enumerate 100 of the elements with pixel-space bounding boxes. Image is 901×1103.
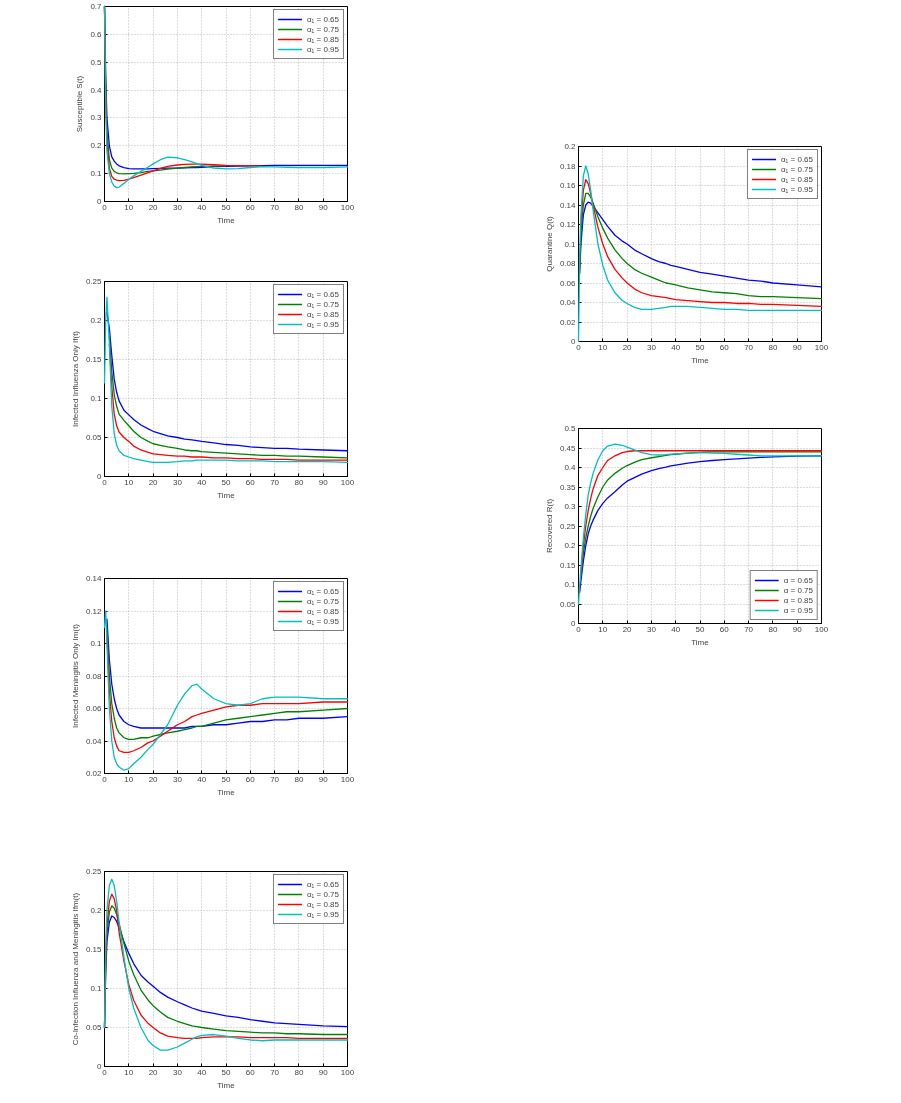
x-tick-label: 70 bbox=[270, 774, 280, 784]
legend-label: α₁ = 0.65 bbox=[780, 154, 813, 164]
x-tick-label: 50 bbox=[695, 342, 705, 352]
legend-label: α = 0.95 bbox=[783, 605, 813, 615]
x-tick-label: 40 bbox=[197, 1067, 207, 1077]
legend-label: α₁ = 0.75 bbox=[306, 596, 339, 606]
x-tick-label: 100 bbox=[340, 477, 355, 487]
y-tick-label: 0.05 bbox=[85, 1023, 103, 1032]
x-tick-label: 90 bbox=[792, 342, 803, 352]
legend-label: α₁ = 0.65 bbox=[306, 14, 339, 24]
x-tick-label: 40 bbox=[197, 774, 207, 784]
y-tick-label: 0.06 bbox=[85, 704, 103, 713]
x-tick-label: 60 bbox=[245, 774, 256, 784]
y-tick-label: 0.16 bbox=[559, 181, 577, 190]
x-tick-label: 30 bbox=[172, 1067, 183, 1077]
y-tick-label: 0.06 bbox=[559, 278, 577, 288]
x-tick-label: 10 bbox=[124, 1067, 134, 1077]
legend-label: α₁ = 0.95 bbox=[306, 909, 339, 919]
legend-label: α₁ = 0.75 bbox=[306, 299, 339, 309]
x-tick-label: 90 bbox=[318, 477, 329, 487]
x-tick-label: 60 bbox=[719, 624, 730, 634]
x-tick-label: 60 bbox=[245, 477, 256, 487]
y-tick-label: 0.1 bbox=[90, 394, 103, 403]
line-series bbox=[106, 626, 349, 741]
x-tick-label: 40 bbox=[197, 477, 207, 487]
x-axis-title: Time bbox=[217, 787, 236, 797]
y-tick-label: 0.35 bbox=[559, 482, 577, 492]
x-tick-label: 10 bbox=[598, 624, 608, 634]
legend-label: α₁ = 0.95 bbox=[306, 616, 339, 626]
x-tick-label: 80 bbox=[294, 202, 304, 212]
y-tick-label: 0.5 bbox=[90, 57, 103, 67]
x-axis-title: Time bbox=[217, 1080, 236, 1090]
line-series bbox=[580, 179, 823, 308]
y-tick-label: 0.6 bbox=[90, 29, 103, 39]
y-tick-label: 0.2 bbox=[564, 142, 577, 151]
line-series bbox=[103, 878, 349, 1051]
y-tick-label: 0.14 bbox=[559, 200, 577, 210]
x-tick-label: 50 bbox=[221, 477, 231, 487]
y-tick-label: 0.45 bbox=[559, 443, 577, 453]
x-tick-label: 80 bbox=[294, 477, 304, 487]
x-tick-label: 100 bbox=[814, 624, 829, 634]
y-tick-label: 0.15 bbox=[559, 560, 577, 570]
y-tick-label: 0.3 bbox=[564, 502, 577, 511]
x-tick-label: 100 bbox=[340, 1067, 355, 1077]
legend-label: α₁ = 0.85 bbox=[306, 899, 339, 909]
legend-label: α₁ = 0.75 bbox=[306, 889, 339, 899]
y-tick-label: 0.7 bbox=[90, 2, 103, 11]
y-tick-label: 0.2 bbox=[90, 316, 103, 325]
x-tick-label: 90 bbox=[318, 202, 329, 212]
y-tick-label: 0.3 bbox=[90, 113, 103, 123]
x-tick-label: 50 bbox=[221, 774, 231, 784]
legend-label: α₁ = 0.75 bbox=[306, 24, 339, 34]
y-tick-label: 0.4 bbox=[90, 85, 103, 95]
x-axis-title: Time bbox=[217, 490, 236, 500]
y-tick-label: 0.2 bbox=[90, 906, 103, 915]
y-tick-label: 0.02 bbox=[85, 769, 103, 778]
legend-label: α = 0.65 bbox=[783, 575, 813, 585]
y-tick-label: 0.15 bbox=[85, 355, 103, 364]
x-tick-label: 50 bbox=[695, 624, 705, 634]
y-tick-label: 0.05 bbox=[559, 599, 577, 609]
line-series bbox=[106, 634, 349, 754]
x-tick-label: 100 bbox=[340, 202, 355, 212]
x-tick-label: 20 bbox=[148, 202, 159, 212]
y-tick-label: 0.12 bbox=[85, 606, 103, 616]
legend-label: α₁ = 0.85 bbox=[306, 309, 339, 319]
x-tick-label: 10 bbox=[598, 342, 608, 352]
legend-label: α₁ = 0.85 bbox=[780, 174, 813, 184]
x-tick-label: 30 bbox=[646, 342, 657, 352]
line-series bbox=[103, 296, 349, 464]
y-tick-label: 0.12 bbox=[559, 220, 577, 229]
x-tick-label: 80 bbox=[768, 624, 778, 634]
x-tick-label: 10 bbox=[124, 774, 134, 784]
y-tick-label: 0.1 bbox=[90, 169, 103, 179]
x-tick-label: 50 bbox=[221, 1067, 231, 1077]
x-tick-label: 10 bbox=[124, 477, 134, 487]
y-tick-label: 0.05 bbox=[85, 433, 103, 442]
y-tick-label: 0.08 bbox=[85, 671, 103, 681]
y-tick-label: 0.1 bbox=[564, 239, 577, 249]
y-tick-label: 0.2 bbox=[564, 541, 577, 550]
legend-label: α₁ = 0.65 bbox=[306, 879, 339, 889]
x-tick-label: 60 bbox=[245, 1067, 256, 1077]
legend-label: α₁ = 0.95 bbox=[306, 319, 339, 329]
x-tick-label: 30 bbox=[172, 477, 183, 487]
x-axis-title: Time bbox=[691, 355, 710, 365]
x-tick-label: 80 bbox=[294, 774, 304, 784]
line-series bbox=[579, 192, 823, 300]
legend-label: α₁ = 0.75 bbox=[780, 164, 813, 174]
y-tick-label: 0.15 bbox=[85, 945, 103, 954]
y-axis-title: Quarantine Q(t) bbox=[544, 215, 554, 272]
y-tick-label: 0.1 bbox=[90, 639, 103, 648]
x-tick-label: 30 bbox=[172, 202, 183, 212]
y-tick-label: 0.04 bbox=[85, 736, 103, 746]
legend-label: α = 0.85 bbox=[783, 595, 813, 605]
x-tick-label: 60 bbox=[719, 342, 730, 352]
y-tick-label: 0.25 bbox=[85, 277, 103, 286]
legend-label: α₁ = 0.95 bbox=[780, 184, 813, 194]
x-tick-label: 70 bbox=[270, 477, 280, 487]
y-axis-title: Recovered R(t) bbox=[544, 498, 554, 554]
y-tick-label: 0.08 bbox=[559, 259, 577, 268]
x-tick-label: 20 bbox=[622, 624, 633, 634]
